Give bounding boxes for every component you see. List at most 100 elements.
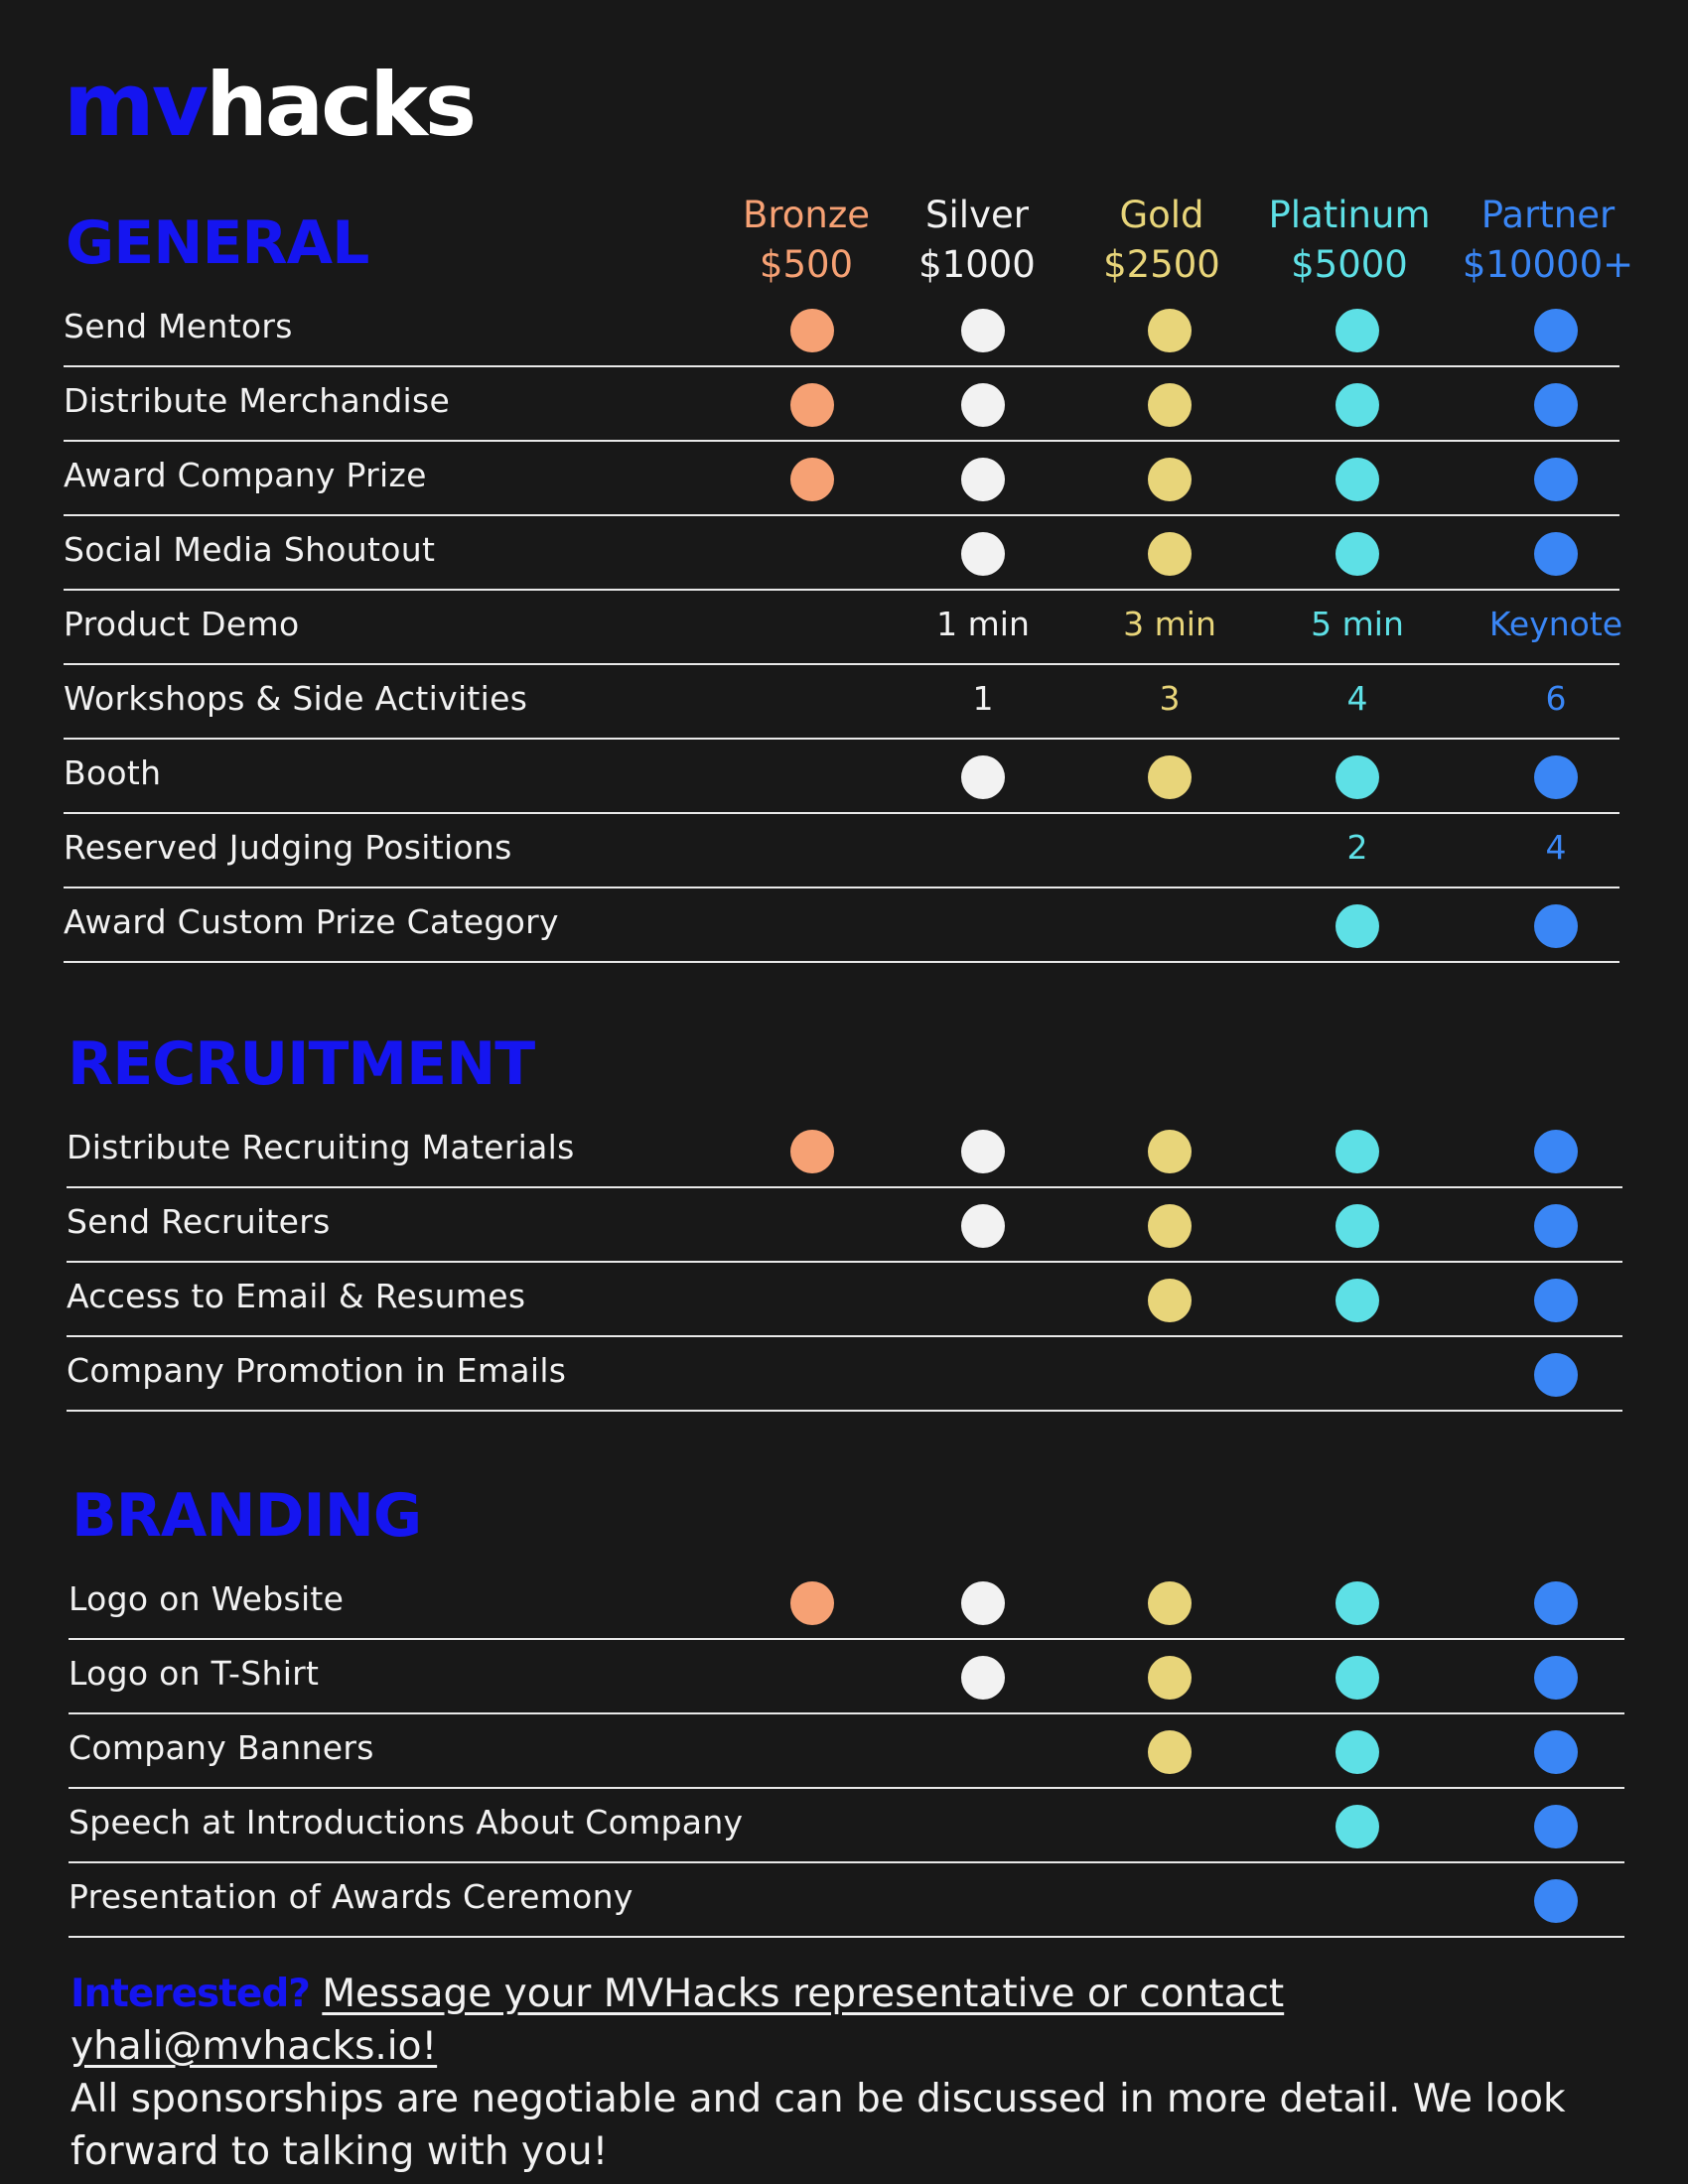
benefit-label: Award Company Prize: [64, 456, 427, 494]
benefit-label: Access to Email & Resumes: [67, 1277, 526, 1315]
tier-name: Bronze: [742, 194, 871, 236]
row-divider: [64, 440, 1619, 442]
tier-price: $5000: [1291, 243, 1408, 286]
benefit-value-platinum: 4: [1346, 679, 1368, 718]
included-dot-platinum: [1336, 755, 1379, 799]
included-dot-silver: [961, 1581, 1005, 1625]
included-dot-gold: [1148, 1130, 1192, 1173]
footer: Interested? Message your MVHacks represe…: [70, 1968, 1659, 2178]
tier-price: $500: [759, 243, 854, 286]
table-row: Access to Email & Resumes: [67, 1263, 1622, 1337]
table-row: Reserved Judging Positions 2 4: [64, 814, 1619, 888]
benefit-label: Product Demo: [64, 605, 300, 643]
section-title-branding: BRANDING: [71, 1481, 422, 1551]
included-dot-silver: [961, 1204, 1005, 1248]
included-dot-silver: [961, 309, 1005, 352]
mvhacks-logo: mvhacks: [64, 62, 477, 149]
included-dot-gold: [1148, 1656, 1192, 1700]
included-dot-platinum: [1336, 1204, 1379, 1248]
included-dot-partner: [1534, 1879, 1578, 1923]
included-dot-gold: [1148, 383, 1192, 427]
included-dot-silver: [961, 383, 1005, 427]
row-divider: [64, 812, 1619, 814]
included-dot-platinum: [1336, 458, 1379, 501]
included-dot-platinum: [1336, 1730, 1379, 1774]
row-divider: [69, 1638, 1624, 1640]
row-divider: [64, 887, 1619, 888]
tier-name: Partner: [1480, 194, 1616, 236]
benefit-label: Send Mentors: [64, 307, 293, 345]
included-dot-partner: [1534, 1730, 1578, 1774]
included-dot-partner: [1534, 458, 1578, 501]
included-dot-platinum: [1336, 1130, 1379, 1173]
benefit-label: Social Media Shoutout: [64, 530, 436, 569]
included-dot-partner: [1534, 755, 1578, 799]
benefit-value-silver: 1 min: [936, 605, 1030, 643]
benefit-label: Send Recruiters: [67, 1202, 331, 1241]
row-divider: [69, 1712, 1624, 1714]
table-row: Logo on Website: [69, 1566, 1624, 1640]
row-divider: [64, 961, 1619, 963]
included-dot-gold: [1148, 1581, 1192, 1625]
benefit-label: Award Custom Prize Category: [64, 902, 559, 941]
tier-name: Platinum: [1268, 194, 1431, 236]
row-divider: [67, 1186, 1622, 1188]
contact-link[interactable]: Message your MVHacks representative or c…: [70, 1972, 1285, 2069]
included-dot-partner: [1534, 1130, 1578, 1173]
benefit-value-platinum: 5 min: [1311, 605, 1404, 643]
benefit-value-partner: Keynote: [1488, 605, 1623, 643]
included-dot-gold: [1148, 309, 1192, 352]
benefit-value-partner: 4: [1545, 828, 1567, 867]
included-dot-partner: [1534, 1353, 1578, 1397]
row-divider: [64, 738, 1619, 740]
benefit-label: Speech at Introductions About Company: [69, 1803, 744, 1842]
tier-header-bronze: Bronze $500: [707, 191, 906, 290]
row-divider: [69, 1861, 1624, 1863]
benefit-label: Company Promotion in Emails: [67, 1351, 567, 1390]
table-row: Social Media Shoutout: [64, 516, 1619, 591]
included-dot-platinum: [1336, 1279, 1379, 1322]
benefit-label: Workshops & Side Activities: [64, 679, 528, 718]
benefit-label: Distribute Merchandise: [64, 381, 451, 420]
section-title-recruitment: RECRUITMENT: [68, 1029, 535, 1099]
benefit-label: Presentation of Awards Ceremony: [69, 1877, 633, 1916]
benefit-value-silver: 1: [972, 679, 994, 718]
benefit-label: Logo on Website: [69, 1579, 345, 1618]
row-divider: [67, 1410, 1622, 1412]
included-dot-partner: [1534, 1656, 1578, 1700]
included-dot-platinum: [1336, 1581, 1379, 1625]
table-row: Distribute Recruiting Materials: [67, 1114, 1622, 1188]
section-title-general: GENERAL: [66, 208, 369, 278]
table-row: Speech at Introductions About Company: [69, 1789, 1624, 1863]
included-dot-bronze: [790, 458, 834, 501]
included-dot-silver: [961, 532, 1005, 576]
table-row: Send Mentors: [64, 293, 1619, 367]
included-dot-platinum: [1336, 1656, 1379, 1700]
included-dot-platinum: [1336, 532, 1379, 576]
included-dot-silver: [961, 1656, 1005, 1700]
included-dot-partner: [1534, 1581, 1578, 1625]
included-dot-silver: [961, 1130, 1005, 1173]
included-dot-partner: [1534, 904, 1578, 948]
table-row: Company Banners: [69, 1714, 1624, 1789]
included-dot-bronze: [790, 1130, 834, 1173]
included-dot-gold: [1148, 1279, 1192, 1322]
table-row: Workshops & Side Activities 1 3 4 6: [64, 665, 1619, 740]
benefit-label: Logo on T-Shirt: [69, 1654, 320, 1693]
included-dot-partner: [1534, 1204, 1578, 1248]
included-dot-silver: [961, 755, 1005, 799]
tier-price: $1000: [918, 243, 1036, 286]
table-row: Send Recruiters: [67, 1188, 1622, 1263]
table-row: Award Custom Prize Category: [64, 888, 1619, 963]
benefit-value-partner: 6: [1545, 679, 1567, 718]
tier-header-platinum: Platinum $5000: [1250, 191, 1449, 290]
row-divider: [64, 514, 1619, 516]
included-dot-bronze: [790, 1581, 834, 1625]
row-divider: [64, 663, 1619, 665]
table-row: Company Promotion in Emails: [67, 1337, 1622, 1412]
benefit-value-gold: 3: [1159, 679, 1181, 718]
included-dot-gold: [1148, 458, 1192, 501]
row-divider: [64, 589, 1619, 591]
row-divider: [69, 1787, 1624, 1789]
included-dot-silver: [961, 458, 1005, 501]
